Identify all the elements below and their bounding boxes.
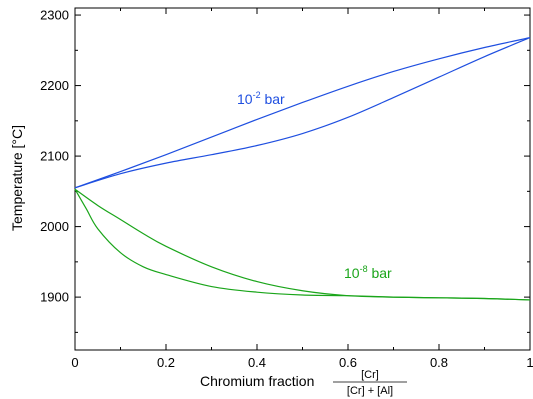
series-0-curve-1 — [74, 37, 531, 189]
series-label-low-pressure: 10-8 bar — [344, 264, 392, 281]
x-axis-title: Chromium fraction — [200, 373, 314, 389]
series-1-curve-1 — [74, 188, 531, 301]
y-tick-label: 1900 — [40, 290, 69, 305]
series-0-curve-0 — [74, 37, 531, 189]
y-tick-label: 2000 — [40, 219, 69, 234]
x-tick-label: 0 — [71, 355, 78, 370]
x-tick-label: 0.6 — [339, 355, 357, 370]
x-tick-label: 0.8 — [430, 355, 448, 370]
series-label-high-pressure: 10-2 bar — [237, 90, 285, 107]
x-axis-fraction-denominator: [Cr] + [Al] — [347, 385, 393, 397]
y-tick-label: 2200 — [40, 78, 69, 93]
x-axis-ticks: 0 0.2 0.4 0.6 0.8 1 — [71, 8, 533, 370]
y-axis-ticks: 1900 2000 2100 2200 2300 — [40, 8, 530, 333]
x-tick-label: 0.2 — [157, 355, 175, 370]
x-tick-label: 0.4 — [248, 355, 266, 370]
series-1-curve-0 — [74, 188, 531, 301]
y-tick-label: 2300 — [40, 8, 69, 23]
x-tick-label: 1 — [526, 355, 533, 370]
y-axis-title: Temperature [°C] — [9, 125, 25, 231]
y-tick-label: 2100 — [40, 149, 69, 164]
x-axis-fraction-numerator: [Cr] — [361, 369, 379, 381]
series-lines — [74, 37, 531, 301]
